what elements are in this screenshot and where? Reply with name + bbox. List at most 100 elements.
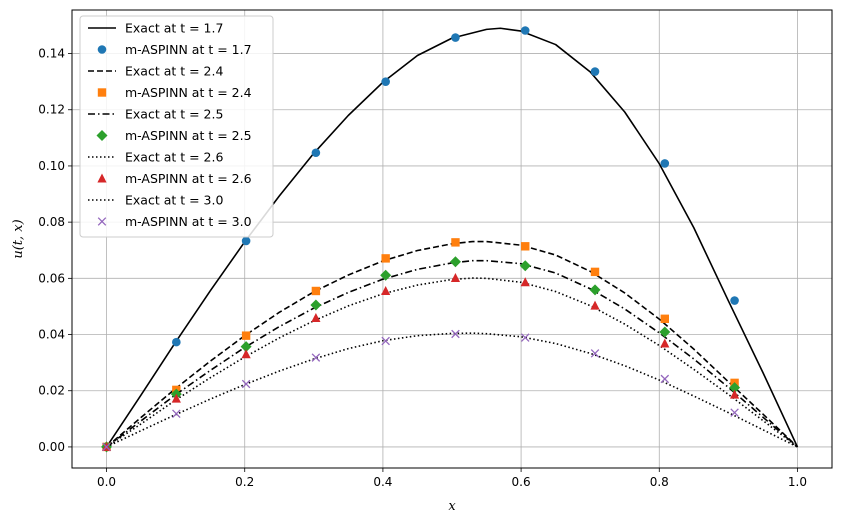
data-point <box>589 284 601 296</box>
data-point <box>172 409 181 419</box>
legend-label: m-ASPINN at t = 2.6 <box>125 171 252 186</box>
series-8 <box>106 332 798 448</box>
data-point <box>660 338 670 348</box>
data-point <box>590 349 600 358</box>
data-point <box>519 260 531 272</box>
x-tick-label: 0.6 <box>512 475 531 489</box>
data-point <box>730 296 739 305</box>
data-point <box>660 374 670 384</box>
data-point <box>171 393 181 403</box>
data-point <box>380 269 392 281</box>
legend-marker-swatch <box>96 130 108 141</box>
data-point <box>241 331 251 340</box>
series-line <box>106 332 798 448</box>
legend-item: Exact at t = 2.5 <box>88 107 223 122</box>
data-point <box>241 236 251 246</box>
data-point <box>659 326 671 338</box>
data-point <box>381 77 390 86</box>
data-point <box>590 267 600 277</box>
series-4 <box>106 259 798 448</box>
data-point <box>590 67 600 76</box>
x-tick-label: 1.0 <box>788 475 807 489</box>
series-line <box>105 27 799 448</box>
data-point <box>311 312 321 322</box>
legend-label: Exact at t = 2.4 <box>125 64 223 79</box>
legend-label: m-ASPINN at t = 2.5 <box>125 128 252 143</box>
series-3 <box>102 238 739 452</box>
data-point <box>729 382 741 394</box>
data-point <box>451 33 460 42</box>
y-tick-label: 0.12 <box>38 103 65 117</box>
y-tick-label: 0.00 <box>38 440 65 454</box>
legend-label: m-ASPINN at t = 3.0 <box>125 214 252 229</box>
series-7 <box>101 273 740 451</box>
data-point <box>310 299 322 311</box>
y-axis-label: u(t, x) <box>11 219 26 258</box>
data-point <box>520 333 530 342</box>
data-point <box>730 408 739 417</box>
legend: Exact at t = 1.7 m-ASPINN at t = 1.7 Exact… <box>79 15 274 238</box>
x-tick-label: 0.8 <box>650 475 669 489</box>
y-tick-label: 0.04 <box>38 328 65 342</box>
data-point <box>102 442 111 452</box>
data-point <box>520 26 530 35</box>
y-tick-label: 0.02 <box>38 384 65 398</box>
data-point <box>311 286 321 296</box>
y-tick-label: 0.06 <box>38 271 65 285</box>
series-0 <box>105 27 799 448</box>
data-point <box>450 273 461 283</box>
data-point <box>521 242 530 251</box>
data-point <box>381 285 391 295</box>
data-point <box>240 341 252 353</box>
data-point <box>520 277 530 287</box>
x-tick-label: 0.4 <box>373 475 392 489</box>
data-point <box>590 300 600 310</box>
series-line <box>106 259 798 448</box>
series-line <box>106 240 799 448</box>
data-point <box>449 256 461 268</box>
data-point <box>172 337 181 347</box>
legend-item: m-ASPINN at t = 3.0 <box>97 214 252 229</box>
x-axis-label: x <box>448 499 456 514</box>
x-tick-label: 0.2 <box>235 475 254 489</box>
legend-label: Exact at t = 1.7 <box>125 21 223 36</box>
legend-item: m-ASPINN at t = 2.4 <box>97 85 252 100</box>
y-tick-label: 0.14 <box>38 47 65 61</box>
legend-item: Exact at t = 2.4 <box>88 64 223 79</box>
data-point <box>729 389 740 399</box>
legend-item: Exact at t = 2.6 <box>88 150 223 165</box>
plot-frame <box>71 9 833 469</box>
legend-marker-swatch <box>97 173 107 183</box>
legend-label: Exact at t = 3.0 <box>125 193 223 208</box>
series-9 <box>102 329 739 452</box>
y-tick-label: 0.08 <box>38 215 65 229</box>
legend-label: Exact at t = 2.6 <box>125 150 223 165</box>
data-point <box>381 336 390 346</box>
data-point <box>660 159 670 168</box>
legend-label: m-ASPINN at t = 2.4 <box>125 85 252 100</box>
series-5 <box>101 256 741 453</box>
data-point <box>381 254 390 263</box>
legend-item: m-ASPINN at t = 2.5 <box>96 128 252 143</box>
legend-marker-swatch <box>97 88 107 97</box>
series-2 <box>106 240 799 448</box>
legend-box <box>79 15 274 238</box>
series-line <box>106 277 798 448</box>
legend-item: m-ASPINN at t = 2.6 <box>97 171 252 186</box>
plot-area <box>101 26 799 453</box>
data-point <box>660 314 669 323</box>
legend-label: m-ASPINN at t = 1.7 <box>125 42 252 57</box>
data-point <box>311 148 321 158</box>
legend-item: m-ASPINN at t = 1.7 <box>97 42 252 57</box>
data-point <box>451 329 460 339</box>
legend-item: Exact at t = 3.0 <box>88 193 223 208</box>
data-point <box>451 238 460 247</box>
data-point <box>311 353 321 362</box>
x-tick-label: 0.0 <box>97 475 116 489</box>
data-point <box>241 379 251 389</box>
legend-marker-swatch <box>97 217 107 226</box>
legend-item: Exact at t = 1.7 <box>88 21 223 36</box>
legend-label: Exact at t = 2.5 <box>125 107 223 122</box>
data-point <box>241 349 251 359</box>
